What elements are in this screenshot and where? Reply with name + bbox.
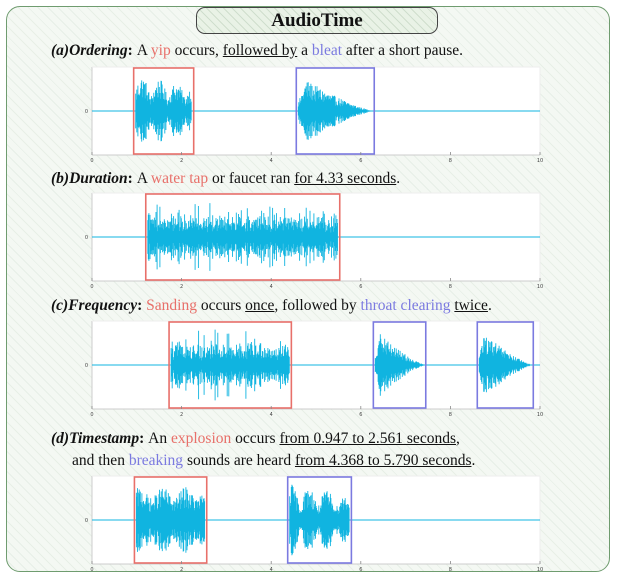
temporal-phrase: from 4.368 to 5.790 seconds bbox=[294, 452, 472, 469]
x-tick-label: 8 bbox=[449, 412, 452, 418]
waveform-plot-timestamp: 0 2 4 6 8 10 0 bbox=[85, 475, 543, 573]
waveform-yip bbox=[135, 80, 192, 142]
caption-text: . bbox=[471, 452, 476, 469]
sound-event-red: Sanding bbox=[146, 297, 197, 314]
caption-text: , bbox=[455, 430, 460, 447]
sound-event-blue: throat clearing bbox=[360, 297, 451, 314]
waveform-plot-frequency: 0 2 4 6 8 10 0 bbox=[85, 320, 543, 418]
temporal-phrase: once bbox=[245, 297, 275, 314]
panel-label: (c)Frequency bbox=[51, 297, 138, 314]
waveform-throat-clearing bbox=[374, 334, 425, 396]
caption-text: after a short pause. bbox=[342, 42, 463, 59]
caption-text: An bbox=[148, 430, 171, 447]
event-box-red bbox=[144, 193, 341, 281]
panel-label: (a)Ordering bbox=[51, 42, 128, 59]
title-banner: AudioTime bbox=[196, 7, 438, 34]
x-tick-label: 8 bbox=[449, 284, 452, 290]
y-tick-label: 0 bbox=[85, 518, 88, 524]
waveform-bleat bbox=[297, 82, 373, 140]
waveform-breaking bbox=[289, 484, 350, 556]
y-tick-label: 0 bbox=[85, 109, 88, 115]
x-tick-label: 4 bbox=[270, 412, 273, 418]
caption-text: occurs, bbox=[170, 42, 223, 59]
x-tick-label: 2 bbox=[180, 284, 183, 290]
waveform-water-tap bbox=[147, 203, 338, 271]
x-tick-label: 8 bbox=[449, 567, 452, 573]
x-tick-label: 6 bbox=[359, 412, 362, 418]
waveform-plot-ordering: 0 2 4 6 8 10 0 bbox=[85, 66, 543, 164]
x-tick-label: 10 bbox=[537, 567, 543, 573]
x-tick-label: 0 bbox=[90, 567, 93, 573]
caption-text: A bbox=[136, 170, 151, 187]
x-tick-label: 0 bbox=[90, 284, 93, 290]
event-box-blue bbox=[372, 321, 427, 409]
caption-ordering: (a)Ordering: A yip occurs, followed by a… bbox=[51, 42, 463, 59]
waveform-svg: 0 2 4 6 8 10 0 bbox=[85, 475, 543, 573]
temporal-phrase: twice bbox=[454, 297, 488, 314]
caption-text: sounds are heard bbox=[183, 452, 295, 469]
waveform-plot-duration: 0 2 4 6 8 10 0 bbox=[85, 192, 543, 290]
temporal-phrase: from 0.947 to 2.561 seconds bbox=[279, 430, 456, 447]
temporal-phrase: followed by bbox=[222, 42, 298, 59]
x-tick-label: 2 bbox=[180, 567, 183, 573]
waveform-explosion bbox=[135, 487, 206, 553]
sound-event-blue: bleat bbox=[311, 42, 343, 59]
panel-label: (d)Timestamp bbox=[51, 430, 140, 447]
caption-duration: (b)Duration: A water tap or faucet ran f… bbox=[51, 170, 401, 187]
sound-event-red: water tap bbox=[150, 170, 209, 187]
caption-timestamp-line2: and then breaking sounds are heard from … bbox=[72, 452, 475, 470]
caption-text: . bbox=[396, 170, 401, 187]
event-box-red bbox=[133, 476, 208, 564]
caption-timestamp-line1: (d)Timestamp: An explosion occurs from 0… bbox=[51, 430, 460, 447]
temporal-phrase: for 4.33 seconds bbox=[294, 170, 397, 187]
y-tick-label: 0 bbox=[85, 235, 88, 241]
sound-event-red: yip bbox=[150, 42, 171, 59]
x-tick-label: 4 bbox=[270, 284, 273, 290]
waveform-svg: 0 2 4 6 8 10 0 bbox=[85, 66, 543, 164]
caption-text: . bbox=[487, 297, 492, 314]
event-box-blue bbox=[476, 321, 535, 409]
x-tick-label: 10 bbox=[537, 284, 543, 290]
x-tick-label: 6 bbox=[359, 158, 362, 164]
x-tick-label: 2 bbox=[180, 412, 183, 418]
y-tick-label: 0 bbox=[85, 363, 88, 369]
sound-event-red: explosion bbox=[170, 430, 232, 447]
event-box-red bbox=[168, 321, 293, 409]
caption-text: occurs bbox=[196, 297, 246, 314]
caption-text: A bbox=[136, 42, 151, 59]
waveform-svg: 0 2 4 6 8 10 0 bbox=[85, 320, 543, 418]
event-box-blue bbox=[286, 476, 353, 564]
caption-text: or faucet ran bbox=[208, 170, 295, 187]
x-tick-label: 0 bbox=[90, 158, 93, 164]
x-tick-label: 2 bbox=[180, 158, 183, 164]
panel-label: (b)Duration bbox=[51, 170, 128, 187]
x-tick-label: 4 bbox=[270, 158, 273, 164]
x-tick-label: 0 bbox=[90, 412, 93, 418]
caption-text: , followed by bbox=[274, 297, 361, 314]
event-box-red bbox=[132, 67, 195, 155]
caption-text: and then bbox=[72, 452, 129, 469]
waveform-throat-clearing bbox=[478, 337, 532, 393]
x-tick-label: 4 bbox=[270, 567, 273, 573]
sound-event-blue: breaking bbox=[128, 452, 184, 469]
caption-frequency: (c)Frequency: Sanding occurs once, follo… bbox=[51, 297, 492, 314]
figure-title: AudioTime bbox=[271, 9, 363, 31]
x-tick-label: 10 bbox=[537, 412, 543, 418]
waveform-svg: 0 2 4 6 8 10 0 bbox=[85, 192, 543, 290]
x-tick-label: 8 bbox=[449, 158, 452, 164]
x-tick-label: 10 bbox=[537, 158, 543, 164]
event-box-blue bbox=[295, 67, 376, 155]
x-tick-label: 6 bbox=[359, 284, 362, 290]
x-tick-label: 6 bbox=[359, 567, 362, 573]
caption-text: occurs bbox=[231, 430, 280, 447]
caption-text: a bbox=[297, 42, 312, 59]
waveform-sanding bbox=[170, 329, 290, 401]
